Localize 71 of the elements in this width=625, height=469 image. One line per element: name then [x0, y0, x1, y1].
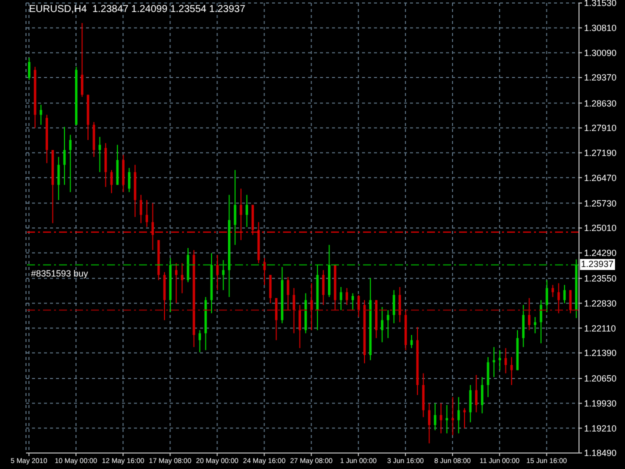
y-tick-label: 1.22830	[584, 298, 617, 308]
candlestick	[469, 384, 472, 423]
candlestick	[498, 350, 502, 371]
candlestick	[504, 348, 507, 374]
candlestick	[434, 402, 436, 431]
y-tick-label: 1.19930	[584, 398, 617, 408]
candlestick	[392, 290, 396, 324]
annotation: 1.23937	[580, 259, 615, 270]
y-tick-label: 1.21390	[584, 348, 617, 358]
y-tick-label: 1.23550	[584, 274, 617, 284]
candlestick	[234, 170, 236, 246]
y-tick-label: 1.28630	[584, 98, 617, 108]
y-tick-label: 1.29370	[584, 72, 617, 83]
candlestick	[510, 356, 513, 386]
y-tick-label: 1.26470	[584, 172, 617, 183]
candlestick	[69, 134, 72, 193]
candlestick	[98, 136, 101, 173]
candlestick	[346, 288, 348, 306]
y-tick-label: 1.22110	[584, 323, 616, 334]
y-tick-label: 1.25010	[584, 223, 617, 234]
candlestick	[428, 402, 430, 444]
candlestick	[452, 396, 454, 436]
candlestick	[457, 396, 460, 434]
candlestick	[546, 280, 548, 313]
y-tick-label: 1.18490	[584, 448, 617, 458]
y-tick-label: 1.25730	[584, 198, 617, 208]
candlestick	[557, 282, 560, 314]
y-tick-label: 1.30090	[584, 48, 617, 58]
candlestick	[292, 288, 296, 334]
candlestick	[175, 262, 178, 304]
candlestick	[216, 254, 219, 291]
y-tick-label: 1.31530	[584, 0, 617, 8]
y-tick-label: 1.27910	[584, 123, 617, 134]
candlestick	[522, 304, 525, 348]
ref-line-label: #8351593 buy	[31, 268, 89, 278]
candlestick	[57, 156, 60, 201]
candlestick	[275, 298, 278, 341]
candlestick	[528, 298, 530, 331]
candlestick	[446, 404, 448, 434]
candlestick	[128, 167, 130, 193]
candlestick	[152, 202, 154, 251]
candlestick	[352, 292, 354, 311]
candlestick	[410, 334, 413, 349]
candlestick	[298, 304, 301, 349]
candlestick	[80, 22, 84, 98]
candlestick	[463, 408, 466, 429]
candlestick	[180, 262, 184, 294]
candlestick	[28, 57, 30, 80]
candlestick	[198, 330, 201, 353]
candlestick	[310, 282, 313, 331]
candlestick	[380, 306, 384, 343]
candlestick	[480, 376, 484, 414]
candlestick	[569, 290, 572, 314]
y-tick-label: 1.19210	[584, 423, 617, 434]
y-tick-label: 1.24290	[584, 248, 617, 258]
chart-title: EURUSD,H4 1.23847 1.24099 1.23554 1.23937	[29, 4, 246, 15]
candlestick	[322, 270, 325, 306]
candlestick	[269, 274, 272, 304]
y-tick-label: 1.30810	[584, 23, 617, 34]
candlestick	[552, 284, 554, 298]
y-tick-label: 1.20650	[584, 374, 617, 384]
candlestick	[492, 346, 496, 378]
candlestick	[40, 104, 42, 126]
candlestick	[146, 200, 148, 228]
candlestick	[357, 294, 360, 318]
candlestick	[534, 316, 536, 334]
y-tick-label: 1.27190	[584, 148, 617, 158]
candlestick	[398, 286, 402, 323]
candlestick	[475, 374, 478, 413]
candlestick	[246, 194, 248, 228]
candlestick	[222, 260, 225, 291]
